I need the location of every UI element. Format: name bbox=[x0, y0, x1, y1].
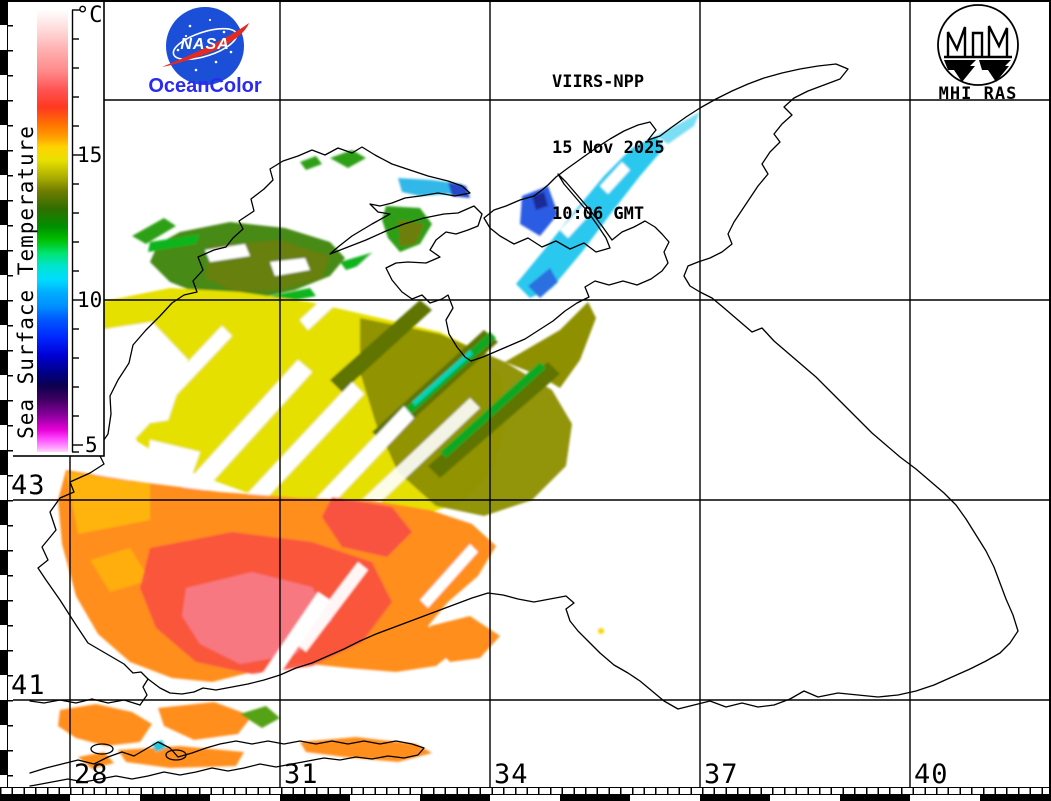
colorbar-axis bbox=[71, 9, 83, 453]
acquisition-date: 15 Nov 2025 bbox=[552, 138, 665, 158]
colorbar-tick-label-10: 10 bbox=[77, 288, 103, 312]
longitude-label-28: 28 bbox=[74, 759, 109, 790]
left-ruler-blocks bbox=[0, 0, 8, 787]
mhi-ras-label: MHI RAS bbox=[938, 84, 1018, 104]
nasa-logo-text: NASA bbox=[180, 36, 230, 53]
colorbar-unit-label: °C bbox=[76, 3, 103, 28]
colorbar-title: Sea Surface Temperature bbox=[14, 125, 38, 439]
longitude-label-31: 31 bbox=[284, 759, 319, 790]
left-ruler-ticks bbox=[8, 0, 13, 787]
graticule-grid bbox=[13, 2, 1049, 787]
acquisition-time: 10:06 GMT bbox=[552, 204, 645, 224]
colorbar-tick-label-15: 15 bbox=[77, 143, 103, 167]
left-ruler bbox=[0, 0, 13, 787]
frame-right-border bbox=[1049, 0, 1051, 801]
sensor-name: VIIRS-NPP bbox=[552, 72, 645, 92]
bottom-ruler-blocks bbox=[0, 795, 1051, 801]
sst-field bbox=[58, 112, 700, 769]
nasa-insignia-icon bbox=[162, 7, 249, 85]
latitude-label-43: 43 bbox=[11, 470, 46, 501]
colorbar-gradient bbox=[37, 10, 68, 452]
frame-top-border bbox=[0, 0, 1051, 2]
longitude-label-34: 34 bbox=[494, 759, 529, 790]
latitude-label-41: 41 bbox=[11, 670, 46, 701]
longitude-label-37: 37 bbox=[704, 759, 739, 790]
colorbar-tick-label-5: 5 bbox=[85, 433, 98, 457]
bottom-ruler bbox=[0, 787, 1051, 801]
longitude-label-40: 40 bbox=[914, 759, 949, 790]
bottom-ruler-ticks bbox=[0, 787, 1051, 795]
acquisition-info: VIIRS-NPP 15 Nov 2025 10:06 GMT bbox=[552, 27, 665, 269]
oceancolor-wordmark: OceanColor bbox=[148, 75, 262, 97]
mhi-ras-emblem-icon bbox=[937, 4, 1019, 86]
coastline bbox=[29, 63, 1019, 787]
